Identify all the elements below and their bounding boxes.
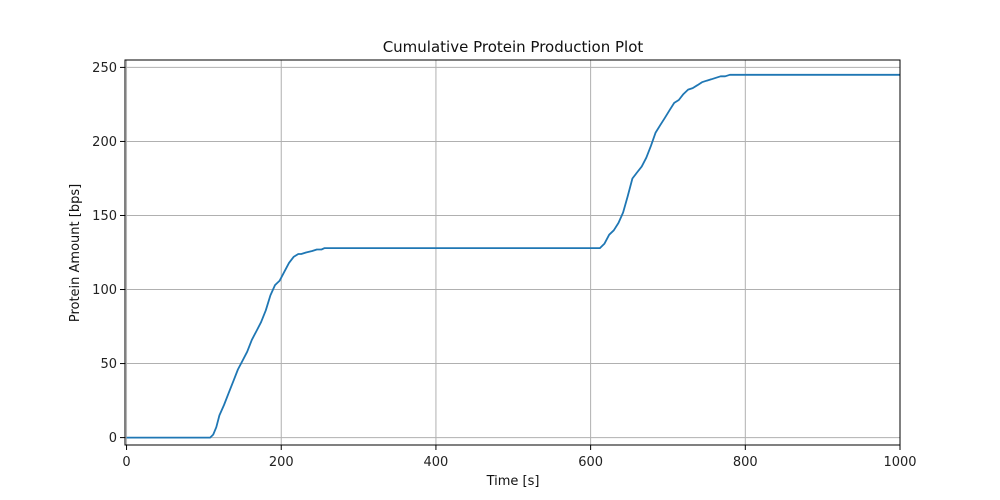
x-tick-label: 200 xyxy=(269,455,294,470)
y-tick-label: 200 xyxy=(92,135,117,150)
x-tick-label: 800 xyxy=(733,455,758,470)
data-series xyxy=(126,73,900,439)
ticks: 0 200 400 600 800 1000 0 50 100 150 200 250 xyxy=(92,61,916,470)
grid xyxy=(125,60,901,445)
x-tick-label: 600 xyxy=(578,455,603,470)
y-tick-label: 150 xyxy=(92,209,117,224)
y-tick-label: 0 xyxy=(109,431,117,446)
plot-frame xyxy=(124,59,901,446)
x-axis-label: Time [s] xyxy=(486,474,540,489)
x-tick-label: 400 xyxy=(424,455,449,470)
y-tick-label: 100 xyxy=(92,283,117,298)
y-tick-label: 50 xyxy=(100,357,117,372)
x-tick-label: 0 xyxy=(122,455,130,470)
chart-title: Cumulative Protein Production Plot xyxy=(383,38,644,56)
series-line xyxy=(126,73,900,439)
y-axis-label: Protein Amount [bps] xyxy=(68,184,83,322)
y-tick-label: 250 xyxy=(92,61,117,76)
x-tick-label: 1000 xyxy=(883,455,916,470)
